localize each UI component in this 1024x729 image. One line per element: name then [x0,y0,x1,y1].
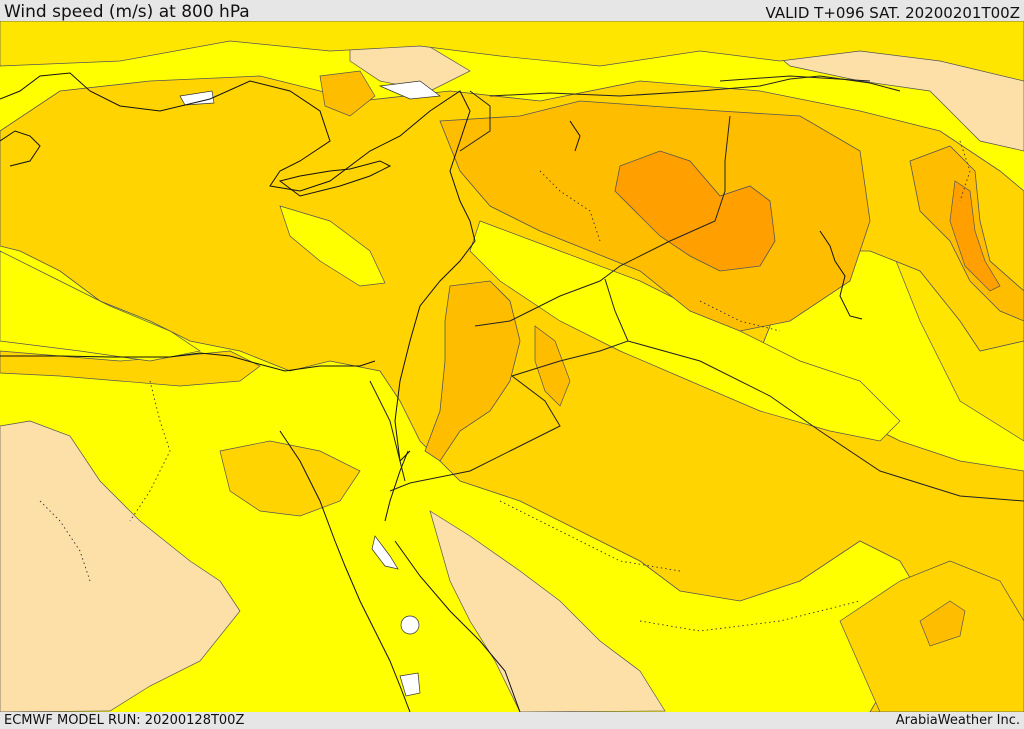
tan-region-southwest [0,420,241,712]
tan-region-arabia [429,510,666,712]
gold-region-sinai [219,440,361,517]
model-run-label: ECMWF MODEL RUN: 20200128T00Z [4,713,245,728]
credit-label: ArabiaWeather Inc. [895,713,1020,728]
yellow-corridor-cyprus [279,205,386,287]
internal-boundaries [39,140,971,632]
light-gold-band-north [0,21,1024,82]
map-header-title: Wind speed (m/s) at 800 hPa [4,2,250,22]
orange-patch-east [919,600,966,647]
dark-orange-strip-iran [949,180,1001,292]
lake-water [378,80,441,100]
orange-patch-sinai [534,325,571,407]
gold-region-egypt-coast [0,350,261,387]
orange-region-jordan [424,280,521,462]
dark-orange-region-iraq [614,150,776,272]
gulf-water [371,535,399,570]
coastlines [0,72,863,712]
lake-water-2 [179,90,215,106]
country-borders [369,75,1024,502]
orange-patch-north [319,70,376,117]
island-water [400,615,420,635]
map-valid-time: VALID T+096 SAT. 20200201T00Z [765,4,1020,22]
red-sea-water [399,672,421,697]
yellow-corridor-libya [0,250,201,362]
wind-speed-map [0,21,1024,712]
